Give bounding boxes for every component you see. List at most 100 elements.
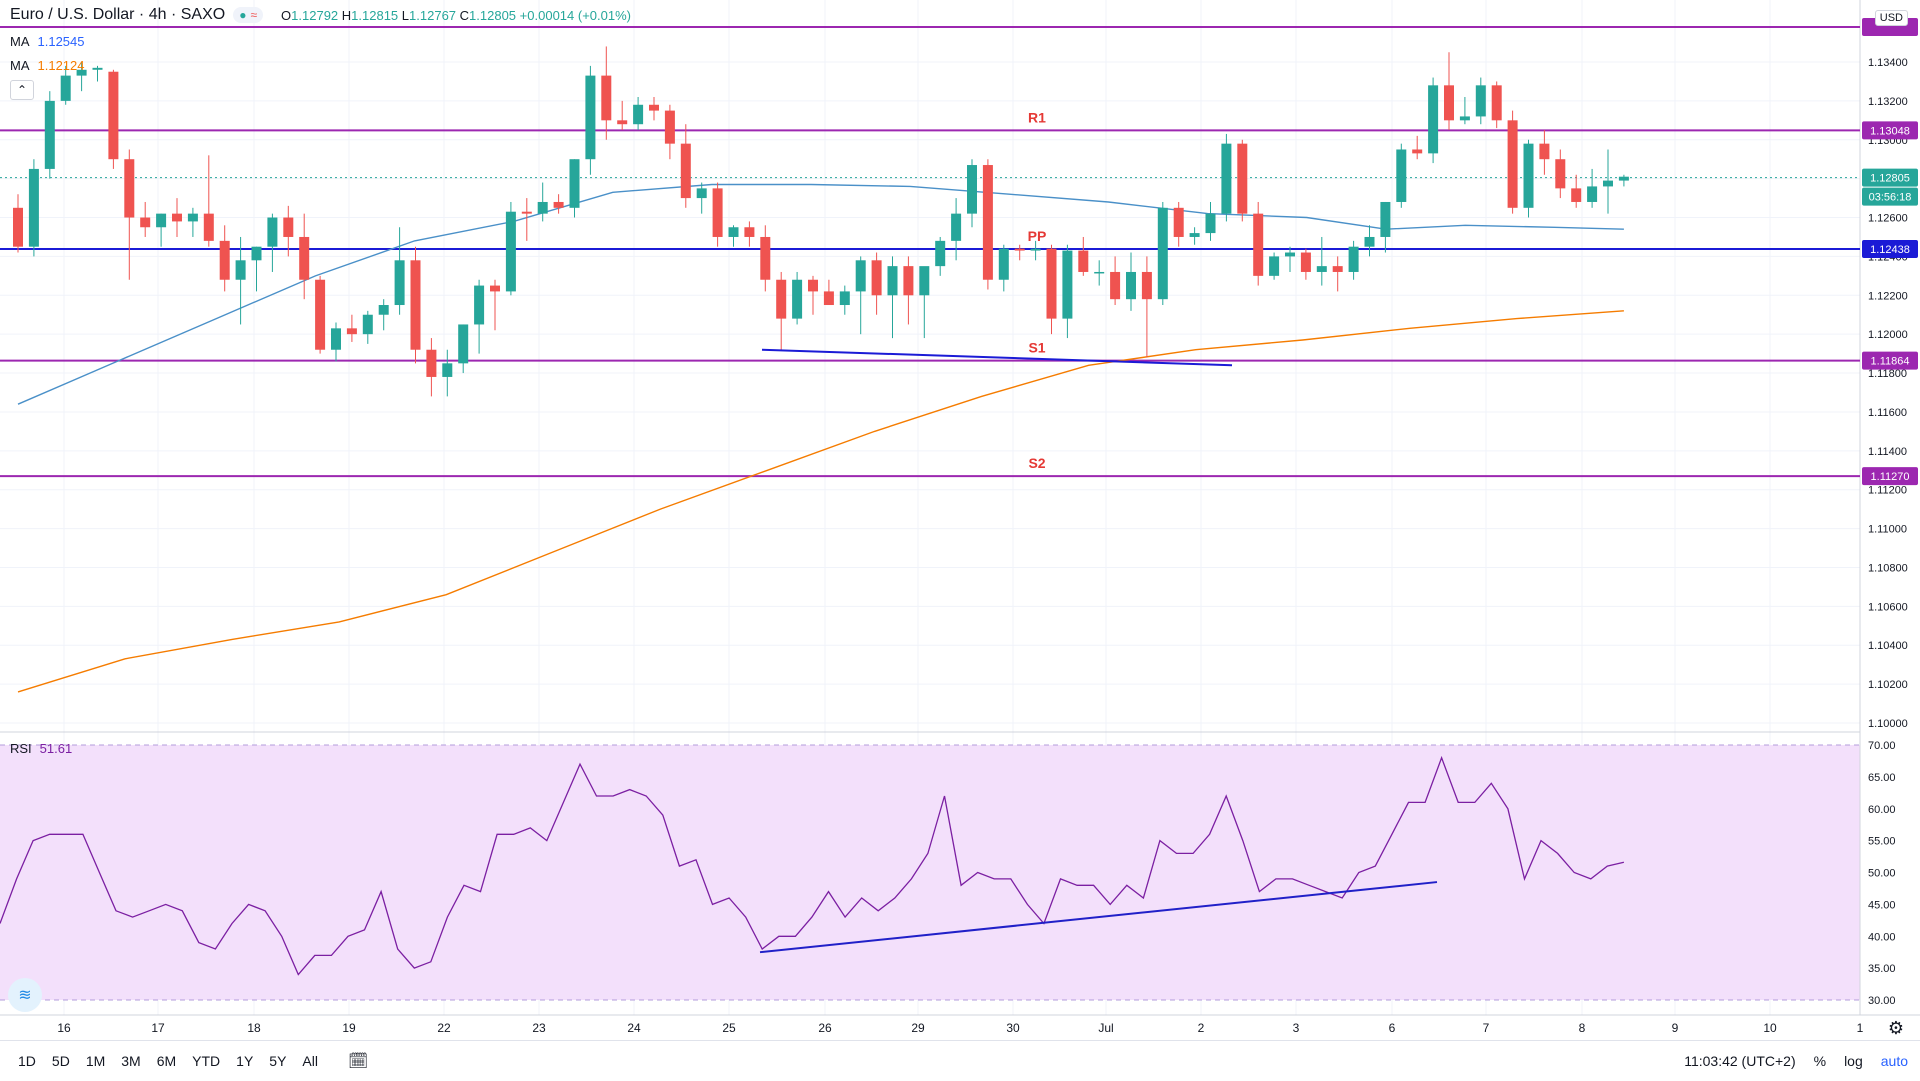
candle-body — [664, 110, 675, 144]
rsi-legend[interactable]: RSI 51.61 — [10, 741, 73, 756]
time-tick-label: 2 — [1198, 1021, 1205, 1035]
level-label-R1: R1 — [1028, 109, 1046, 125]
clock[interactable]: 11:03:42 (UTC+2) — [1684, 1053, 1796, 1069]
level-tag-S2-bg — [1862, 467, 1918, 486]
price-tick-label: 1.11600 — [1868, 407, 1907, 419]
calendar-goto-icon[interactable]: 🗓 — [347, 1053, 369, 1070]
candle-body — [776, 279, 787, 319]
price-tick-label: 1.11800 — [1868, 368, 1907, 380]
candle-body — [1110, 271, 1121, 300]
time-tick-label: 8 — [1579, 1021, 1586, 1035]
gear-icon[interactable]: ⚙ — [1887, 1018, 1904, 1038]
candle-body — [1491, 85, 1502, 121]
candle-body — [744, 227, 755, 237]
countdown-tag-bg — [1862, 187, 1918, 206]
candle-body — [1189, 233, 1200, 237]
candle-body — [728, 227, 739, 237]
rsi-tick-label: 35.00 — [1868, 963, 1896, 975]
log-toggle[interactable]: log — [1844, 1053, 1863, 1069]
candle-body — [1030, 248, 1041, 251]
candle-body — [871, 260, 882, 296]
range-button-5y[interactable]: 5Y — [269, 1053, 287, 1069]
status-pill[interactable]: ● ≈ — [233, 7, 264, 23]
candle-body — [1126, 271, 1136, 300]
range-button-1d[interactable]: 1D — [18, 1053, 36, 1069]
price-tick-label: 1.12200 — [1868, 290, 1908, 302]
candle-body — [1205, 213, 1216, 234]
rsi-polyline — [0, 755, 1625, 976]
range-button-5d[interactable]: 5D — [51, 1053, 70, 1069]
time-tick-label: Jul — [1098, 1021, 1113, 1035]
candle-body — [267, 217, 278, 247]
price-tick-label: 1.10800 — [1868, 562, 1908, 574]
candle-body — [1603, 180, 1613, 187]
rsi-tick-label: 30.00 — [1868, 995, 1896, 1007]
level-tag-R1: 1.13048 — [1870, 125, 1910, 137]
rsi-tick-label: 60.00 — [1868, 804, 1896, 816]
bottom-toolbar: 1D 5D 1M 3M 6M YTD 1Y 5Y All 🗓 11:03:42 (UTC+2) … — [0, 1040, 1920, 1081]
candle-body — [935, 240, 946, 267]
candle-body — [1475, 85, 1486, 117]
currency-badge[interactable]: USD — [1874, 10, 1908, 26]
candle-body — [1555, 159, 1566, 189]
ma-slow-line — [17, 310, 1624, 693]
candles — [13, 46, 1629, 397]
candle-body — [442, 363, 453, 377]
candle-body — [601, 75, 612, 121]
time-tick-label: 24 — [627, 1021, 641, 1035]
candle-body — [172, 213, 182, 222]
ma-fast-legend[interactable]: MA 1.12545 — [10, 34, 85, 49]
tradingview-logo-icon[interactable]: ≋ — [8, 978, 42, 1012]
price-tick-label: 1.11200 — [1868, 485, 1907, 497]
ohlc-values: O1.12792 H1.12815 L1.12767 C1.12805 +0.0… — [281, 7, 631, 23]
range-button-all[interactable]: All — [302, 1053, 318, 1069]
collapse-legend-chevron-up-icon[interactable]: ⌃ — [10, 80, 34, 100]
time-tick-label: 17 — [151, 1021, 165, 1035]
candle-body — [1046, 248, 1057, 319]
candle-body — [251, 246, 262, 261]
level-tag-S1: 1.11864 — [1871, 356, 1910, 368]
ma-slow-legend[interactable]: MA 1.12124 — [10, 58, 85, 73]
level-tag-R1-bg — [1862, 121, 1918, 140]
candle-body — [44, 100, 55, 169]
candle-body — [760, 236, 771, 280]
candle-body — [474, 285, 485, 325]
range-button-1y[interactable]: 1Y — [236, 1053, 254, 1069]
time-tick-label: 6 — [1389, 1021, 1396, 1035]
range-button-1m[interactable]: 1M — [85, 1053, 106, 1069]
candle-body — [1348, 246, 1359, 272]
time-tick-label: 1 — [1857, 1021, 1864, 1035]
price-tick-label: 1.13200 — [1868, 96, 1908, 108]
candle-body — [219, 240, 230, 280]
range-button-6m[interactable]: 6M — [156, 1053, 177, 1069]
percent-toggle[interactable]: % — [1813, 1053, 1827, 1069]
candle-body — [712, 188, 723, 237]
candle-body — [1221, 143, 1232, 214]
candle-body — [346, 328, 357, 335]
candle-body — [235, 260, 246, 280]
price-tags: 1.13048 1.12438 1.11864 1.11270 1.12805 03:56… — [1862, 18, 1918, 486]
level-label-PP: PP — [1028, 228, 1047, 244]
range-button-ytd[interactable]: YTD — [192, 1053, 221, 1069]
range-button-3m[interactable]: 3M — [121, 1053, 141, 1069]
candle-body — [1141, 271, 1152, 300]
candle-body — [458, 324, 469, 364]
time-axis: 16 17 18 19 22 23 24 25 26 29 30 Jul 2 3 6 7 8 9 10 1 — [57, 1021, 1863, 1035]
rsi-tick-label: 45.00 — [1868, 899, 1896, 911]
ma-fast-line — [17, 183, 1624, 405]
rsi-band — [0, 745, 1860, 1000]
candle-body — [823, 291, 834, 306]
symbol-legend[interactable]: Euro / U.S. Dollar · 4h · SAXO ● ≈ O1.12… — [10, 6, 631, 24]
candle-body — [1380, 201, 1391, 237]
candle-body — [569, 159, 580, 208]
countdown-tag: 03:56:18 — [1869, 192, 1912, 204]
auto-toggle[interactable]: auto — [1880, 1053, 1908, 1069]
candle-body — [1428, 85, 1439, 154]
time-tick-label: 25 — [722, 1021, 736, 1035]
candle-body — [1412, 149, 1423, 154]
level-tag-PP-bg — [1862, 240, 1918, 259]
candle-body — [617, 120, 628, 125]
candle-body — [426, 349, 437, 377]
price-tick-label: 1.13400 — [1868, 57, 1908, 69]
